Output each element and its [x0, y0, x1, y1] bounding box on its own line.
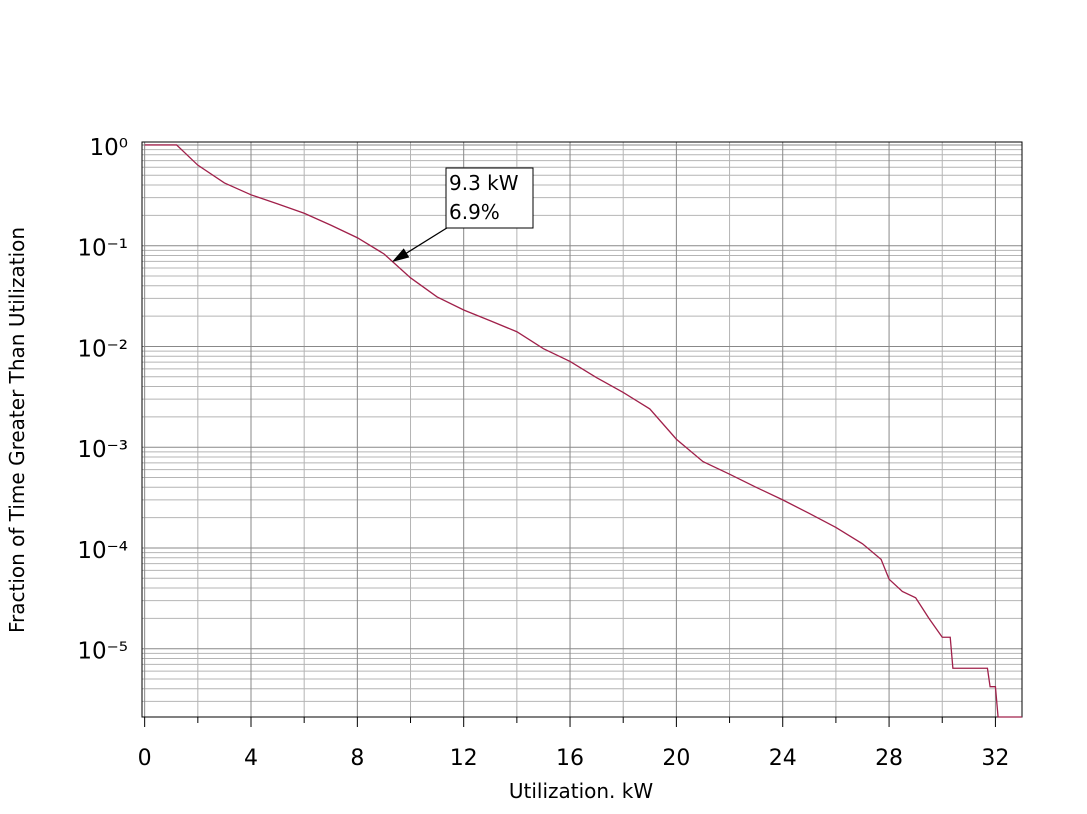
y-tick-label: 10⁻¹ [77, 236, 128, 262]
x-tick-label: 20 [662, 746, 690, 771]
y-tick-label: 10⁻² [77, 336, 128, 362]
x-tick-label: 12 [450, 746, 478, 771]
annotation-text: 9.3 kW [449, 171, 519, 195]
y-tick-label: 10⁻⁴ [77, 538, 128, 564]
y-tick-label: 10⁰ [90, 135, 129, 161]
x-tick-label: 0 [138, 746, 152, 771]
annotation-arrow [401, 225, 451, 257]
x-tick-label: 4 [244, 746, 258, 771]
annotation-text: 6.9% [449, 200, 500, 224]
y-tick-label: 10⁻³ [77, 437, 128, 463]
x-axis-label: Utilization. kW [509, 779, 654, 803]
y-axis-label: Fraction of Time Greater Than Utilizatio… [5, 227, 29, 633]
annotation-box [445, 167, 534, 229]
data-line [144, 144, 1022, 718]
x-tick-label: 32 [981, 746, 1009, 771]
annotation-arrowhead [391, 248, 410, 262]
x-tick-label: 28 [875, 746, 903, 771]
x-tick-label: 8 [350, 746, 364, 771]
x-tick-label: 24 [769, 746, 797, 771]
x-tick-label: 16 [556, 746, 584, 771]
plot-frame [141, 141, 1023, 718]
y-tick-label: 10⁻⁵ [77, 639, 128, 665]
